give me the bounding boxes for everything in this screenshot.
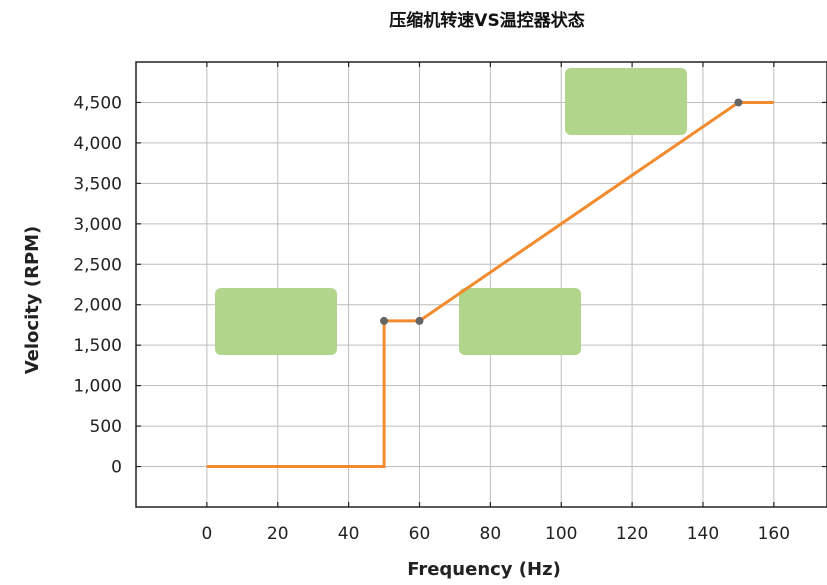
data-point-marker bbox=[415, 316, 424, 325]
x-tick-label: 100 bbox=[545, 524, 577, 544]
y-tick-label: 4,000 bbox=[73, 134, 122, 154]
annotation-box bbox=[459, 288, 581, 355]
y-tick-label: 3,000 bbox=[73, 215, 122, 235]
y-tick-label: 1,000 bbox=[73, 377, 122, 397]
annotation-boxes bbox=[215, 68, 687, 355]
axis-ticks: 0 20 40 60 80 100 120 140 160 0 500 1,000 1,500 2,000… bbox=[73, 62, 827, 544]
y-tick-label: 2,500 bbox=[73, 255, 122, 275]
y-tick-label: 2,000 bbox=[73, 296, 122, 316]
plot-frame bbox=[135, 61, 827, 508]
x-tick-label: 0 bbox=[201, 524, 212, 544]
y-tick-label: 3,500 bbox=[73, 174, 122, 194]
series-layer bbox=[206, 98, 774, 468]
y-axis-label: Velocity (RPM) bbox=[22, 226, 43, 375]
annotation-box bbox=[215, 288, 337, 355]
x-tick-label: 40 bbox=[338, 524, 360, 544]
x-tick-label: 60 bbox=[409, 524, 431, 544]
y-tick-label: 500 bbox=[90, 417, 122, 437]
x-axis-label: Frequency (Hz) bbox=[407, 559, 561, 580]
y-tick-label: 1,500 bbox=[73, 336, 122, 356]
series-line bbox=[206, 101, 774, 468]
x-tick-label: 80 bbox=[480, 524, 502, 544]
annotation-box bbox=[565, 68, 687, 135]
x-tick-label: 20 bbox=[267, 524, 289, 544]
x-tick-label: 120 bbox=[616, 524, 648, 544]
data-point-marker bbox=[734, 98, 743, 107]
grid-lines bbox=[136, 62, 827, 507]
x-tick-label: 160 bbox=[758, 524, 790, 544]
x-tick-label: 140 bbox=[687, 524, 719, 544]
chart-title: 压缩机转速VS温控器状态 bbox=[389, 10, 584, 31]
y-tick-label: 4,500 bbox=[73, 93, 122, 113]
data-point-marker bbox=[380, 316, 389, 325]
y-tick-label: 0 bbox=[111, 458, 122, 478]
